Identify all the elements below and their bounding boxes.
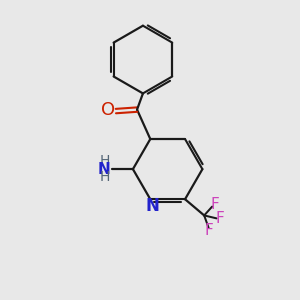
Text: H: H bbox=[99, 154, 110, 168]
Text: F: F bbox=[210, 197, 219, 212]
Text: O: O bbox=[101, 101, 116, 119]
Text: N: N bbox=[98, 162, 111, 177]
Text: N: N bbox=[146, 197, 160, 215]
Text: F: F bbox=[215, 211, 224, 226]
Text: H: H bbox=[99, 170, 110, 184]
Text: F: F bbox=[204, 223, 213, 238]
